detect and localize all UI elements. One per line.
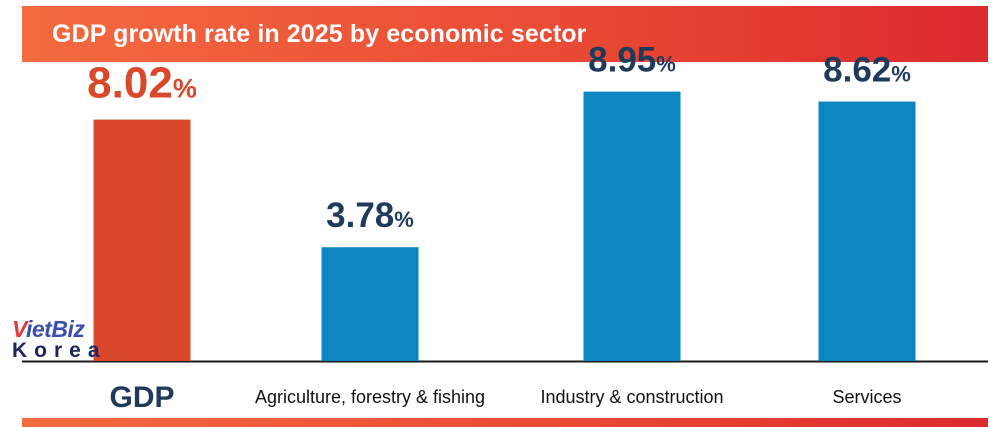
- bar-4: [818, 101, 916, 362]
- vietbiz-korea-logo: VietBiz Korea: [12, 316, 107, 362]
- title-banner: GDP growth rate in 2025 by economic sect…: [22, 6, 988, 62]
- category-label-2: Agriculture, forestry & fishing: [255, 387, 485, 407]
- chart-title: GDP growth rate in 2025 by economic sect…: [52, 19, 587, 48]
- bar-2: [321, 247, 419, 361]
- category-label-3: Industry & construction: [540, 387, 723, 407]
- value-label-4: 8.62%: [823, 51, 911, 90]
- value-label-3: 8.95%: [588, 41, 676, 80]
- category-label-1: GDP: [109, 381, 174, 414]
- category-label-4: Services: [832, 387, 901, 407]
- bottom-accent-bar: [22, 418, 988, 427]
- value-label-2: 3.78%: [326, 196, 414, 235]
- bar-1: [93, 119, 191, 362]
- value-label-1: 8.02%: [87, 59, 197, 108]
- bar-3: [583, 91, 681, 361]
